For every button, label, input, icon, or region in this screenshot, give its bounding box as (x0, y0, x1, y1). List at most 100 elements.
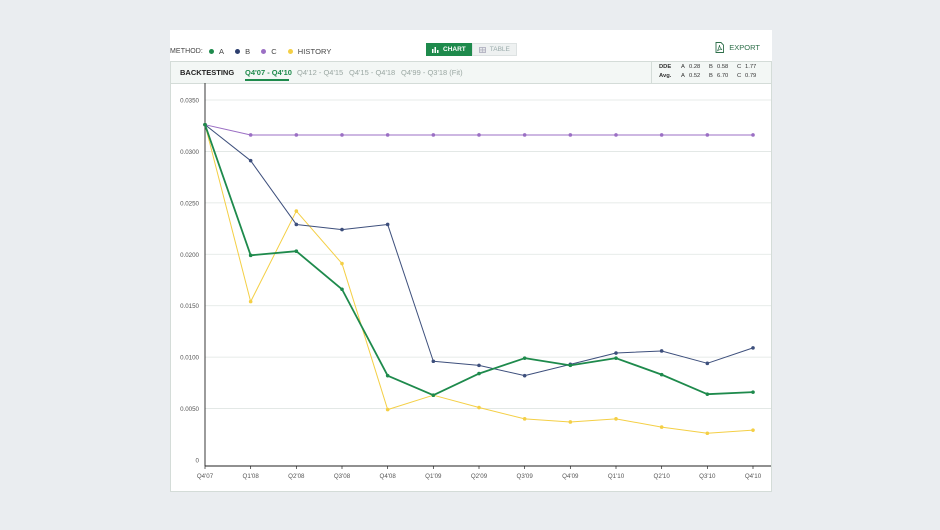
legend-item-b[interactable]: B (235, 47, 250, 56)
plot-frame: 0 0.0050 0.0100 0.0150 0.0200 0.0250 0.0300 0.0… (170, 83, 772, 492)
tab-q415-q418[interactable]: Q4'15 - Q4'18 (349, 68, 396, 77)
series-line-a (204, 124, 754, 397)
data-point-b (477, 363, 481, 368)
legend-text-a: A (218, 47, 225, 56)
y-tick-label: 0.0300 (180, 149, 199, 156)
legend-item-a[interactable]: A (208, 47, 225, 56)
data-point-b (294, 222, 299, 227)
stats-value-a: 0.52 (689, 73, 701, 79)
pdf-file-icon (715, 42, 725, 53)
data-point-b (659, 349, 664, 353)
data-point-c (248, 133, 253, 137)
x-tick-label: Q1'08 (243, 473, 260, 480)
y-tick-label: 0 (196, 458, 200, 465)
data-point-a (705, 392, 710, 396)
legend-label: METHOD: (170, 48, 203, 55)
y-tick-label: 0.0250 (180, 200, 199, 207)
x-tick-label: Q3'10 (699, 473, 716, 480)
tab-q412-q415[interactable]: Q4'12 - Q4'15 (297, 68, 344, 77)
data-point-b (385, 222, 390, 227)
backtesting-tabs: BACKTESTING Q4'07 - Q4'10 Q4'12 - Q4'15 … (170, 61, 772, 84)
data-point-history (248, 299, 253, 304)
x-tick-label: Q4'07 (197, 473, 214, 480)
stats-key-a: A (681, 73, 685, 79)
y-tick-label: 0.0200 (180, 252, 199, 259)
chart-card: METHOD: A B C HISTORY (170, 30, 772, 492)
data-point-c (477, 133, 481, 137)
data-point-a (614, 356, 618, 360)
data-point-a (751, 390, 755, 394)
y-tick-label: 0.0350 (180, 98, 199, 105)
stats-value-c: 0.79 (745, 73, 757, 79)
data-point-b (248, 158, 253, 163)
section-label: BACKTESTING (180, 68, 235, 77)
data-point-c (705, 133, 710, 137)
legend-item-c[interactable]: C (261, 47, 277, 56)
x-tick-label: Q3'08 (334, 473, 351, 480)
data-point-a (431, 393, 436, 398)
stats-key-b: B (709, 64, 713, 70)
legend-dot-history (287, 49, 293, 54)
data-point-a (659, 372, 664, 377)
x-tick-label: Q1'10 (608, 473, 625, 480)
export-label: EXPORT (729, 43, 760, 52)
stats-panel: DDE A 0.28 B 0.58 C 1.77 Avg. A 0.52 B 6… (651, 62, 772, 83)
data-point-history (568, 420, 573, 424)
data-point-b (614, 351, 618, 355)
data-point-c (522, 133, 527, 137)
data-point-b (705, 361, 710, 366)
view-toggle: CHART TABLE (426, 43, 517, 56)
data-point-history (340, 261, 344, 266)
table-view-label: TABLE (489, 46, 510, 53)
stats-value-c: 1.77 (745, 64, 757, 70)
method-legend: METHOD: A B C HISTORY (170, 47, 343, 56)
data-point-history (705, 431, 710, 436)
data-point-history (385, 407, 390, 412)
export-button[interactable]: EXPORT (715, 42, 760, 53)
data-point-b (522, 373, 527, 378)
series-line-history (204, 124, 754, 434)
legend-dot-c (261, 49, 267, 54)
x-tick-label: Q3'09 (517, 473, 534, 480)
data-point-a (248, 253, 253, 258)
data-point-c (568, 133, 573, 137)
stats-row-avg: Avg. A 0.52 B 6.70 C 0.79 (659, 73, 765, 79)
stats-key-a: A (681, 64, 685, 70)
data-point-a (340, 287, 344, 292)
data-point-c (751, 133, 755, 137)
stats-row-dde: DDE A 0.28 B 0.58 C 1.77 (659, 64, 765, 70)
data-point-b (431, 359, 436, 364)
legend-dot-b (235, 49, 241, 54)
data-point-history (477, 405, 481, 410)
active-tab-underline (245, 79, 289, 81)
stats-key-c: C (737, 64, 742, 70)
data-point-b (751, 346, 755, 350)
legend-text-c: C (271, 47, 277, 56)
x-tick-label: Q1'09 (425, 473, 442, 480)
legend-item-history[interactable]: HISTORY (287, 47, 332, 56)
stats-row-label: DDE (659, 64, 672, 70)
data-point-c (431, 133, 436, 137)
tab-q407-q410[interactable]: Q4'07 - Q4'10 (245, 68, 292, 77)
stats-key-b: B (709, 73, 713, 79)
data-point-a (477, 371, 481, 376)
table-icon (478, 46, 486, 53)
data-point-c (340, 133, 344, 137)
data-point-history (522, 417, 527, 421)
stats-key-c: C (737, 73, 742, 79)
data-point-history (751, 428, 755, 432)
bar-chart-icon (432, 46, 439, 53)
chart-view-button[interactable]: CHART (426, 43, 472, 56)
y-tick-label: 0.0150 (180, 303, 199, 310)
data-point-b (340, 227, 344, 232)
data-point-history (659, 425, 664, 429)
stats-row-label: Avg. (659, 73, 672, 79)
tab-q499-q318-fit[interactable]: Q4'99 - Q3'18 (Fit) (401, 68, 463, 77)
legend-text-b: B (245, 47, 251, 56)
x-tick-label: Q2'09 (471, 473, 488, 480)
stats-value-a: 0.28 (689, 64, 701, 70)
data-point-c (614, 133, 618, 137)
top-bar: METHOD: A B C HISTORY (170, 30, 772, 60)
data-point-c (294, 133, 299, 137)
table-view-button[interactable]: TABLE (471, 43, 517, 56)
